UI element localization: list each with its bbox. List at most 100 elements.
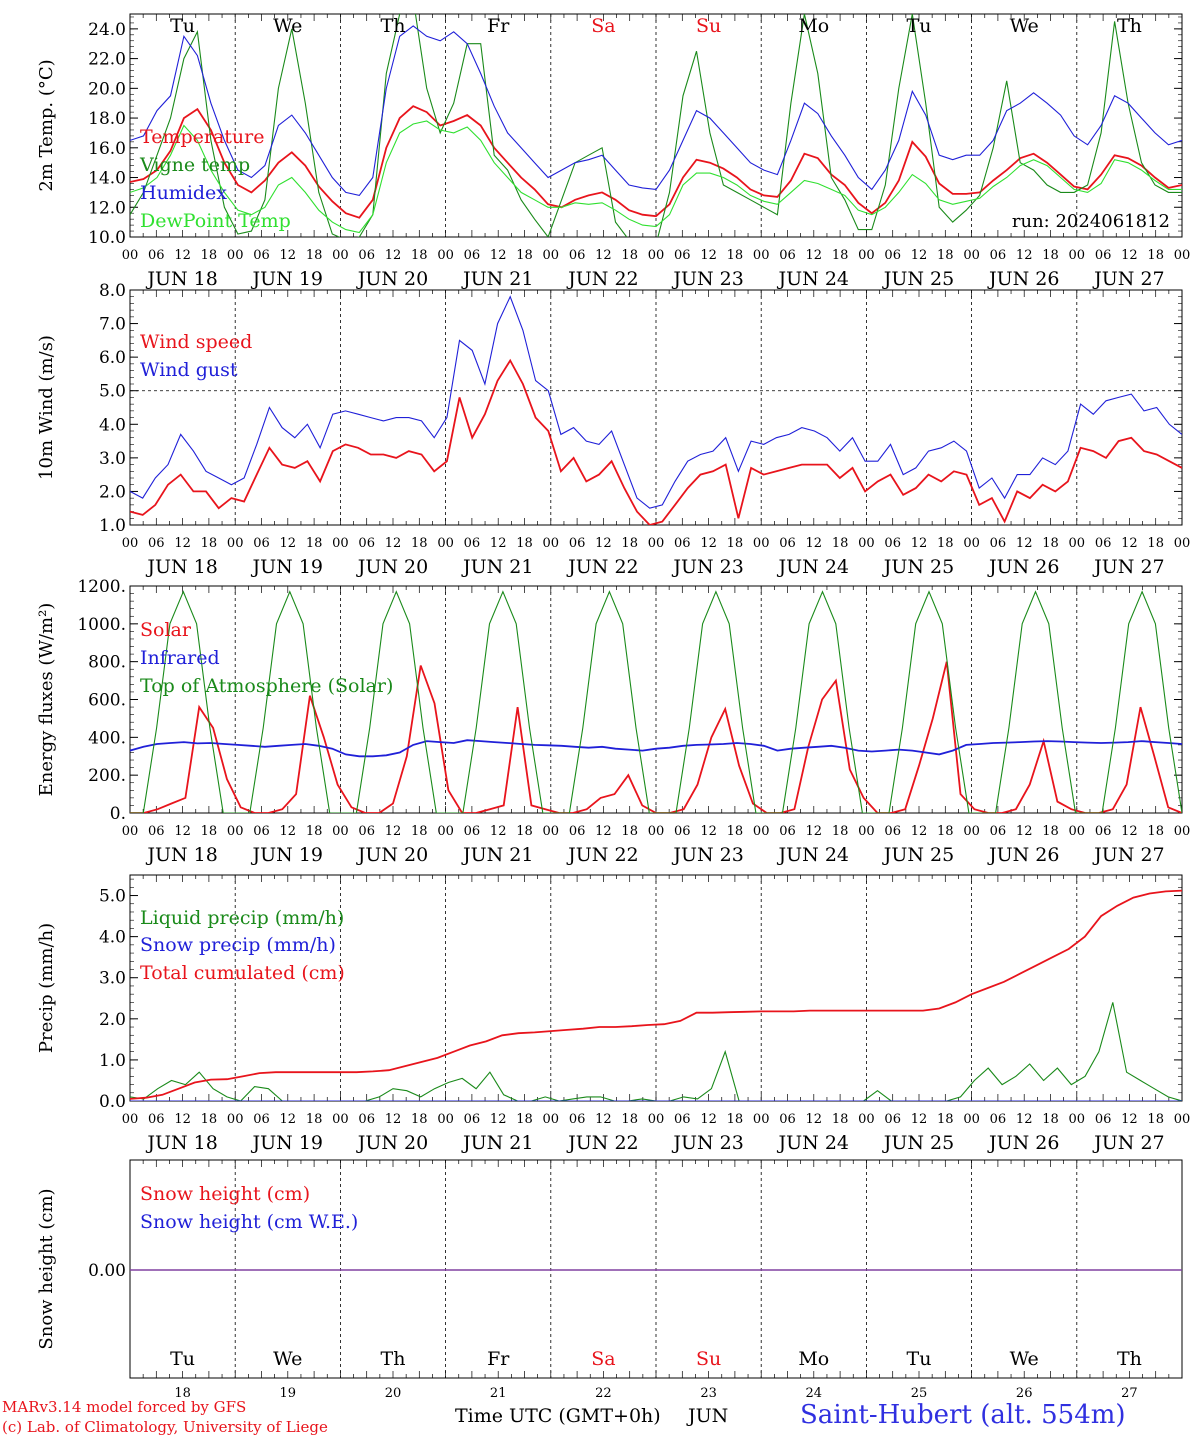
x-day-label: JUN 18 [145, 1132, 217, 1154]
time-axis-label: Time UTC (GMT+0h) [455, 1405, 661, 1427]
x-hour-label: 18 [621, 1112, 638, 1127]
y-tick-label: 8.0 [99, 281, 126, 301]
x-day-label: JUN 26 [987, 1132, 1059, 1154]
y-axis-title: Snow height (cm) [36, 1188, 57, 1349]
x-hour-label: 12 [490, 536, 507, 551]
legend-entry: Snow height (cm) [140, 1183, 310, 1205]
x-hour-label: 06 [253, 536, 270, 551]
x-hour-label: 18 [516, 824, 533, 839]
legend-entry: Top of Atmosphere (Solar) [140, 675, 393, 697]
panel-2: 1.0 2.0 3.0 4.0 5.0 6.0 7.0 8.0 10m Wind (m/s) Wi… [36, 281, 1190, 578]
x-hour-label: 18 [1042, 248, 1059, 263]
x-day-label: JUN 19 [251, 556, 323, 578]
x-day-label: JUN 19 [251, 844, 323, 866]
legend-entry: Infrared [140, 647, 220, 669]
x-hour-label: 12 [385, 824, 402, 839]
day-number-label: 24 [806, 1386, 823, 1401]
x-hour-label: 18 [306, 1112, 323, 1127]
series-line-top-of-atmosphere-solar- [130, 590, 1182, 813]
x-hour-label: 18 [832, 824, 849, 839]
x-hour-label: 00 [858, 248, 875, 263]
x-day-label: JUN 18 [145, 556, 217, 578]
x-hour-label: 06 [358, 536, 375, 551]
x-day-label: JUN 26 [987, 556, 1059, 578]
x-hour-label: 00 [858, 824, 875, 839]
x-hour-label: 00 [437, 1112, 454, 1127]
x-hour-label: 18 [727, 536, 744, 551]
x-hour-label: 12 [806, 536, 823, 551]
weekday-label: Su [696, 1348, 721, 1370]
x-hour-label: 06 [674, 536, 691, 551]
x-hour-label: 12 [595, 248, 612, 263]
x-hour-label: 06 [464, 248, 481, 263]
x-hour-label: 18 [937, 1112, 954, 1127]
x-day-label: JUN 25 [882, 556, 954, 578]
x-hour-label: 18 [201, 536, 218, 551]
x-day-label: JUN 21 [461, 268, 533, 290]
x-hour-label: 06 [779, 1112, 796, 1127]
day-number-label: 23 [700, 1386, 717, 1401]
x-day-label: JUN 22 [566, 1132, 638, 1154]
x-hour-label: 00 [963, 536, 980, 551]
x-day-label: JUN 26 [987, 844, 1059, 866]
x-hour-label: 12 [1016, 536, 1033, 551]
weekday-label: Su [696, 15, 721, 37]
x-hour-label: 18 [832, 536, 849, 551]
y-axis-title: 2m Temp. (°C) [36, 59, 57, 191]
x-hour-label: 12 [385, 1112, 402, 1127]
x-hour-label: 00 [1069, 1112, 1086, 1127]
y-tick-label: 7.0 [99, 315, 126, 335]
series-group [130, 889, 1182, 1101]
x-hour-label: 00 [227, 248, 244, 263]
x-hour-label: 00 [858, 1112, 875, 1127]
series-group [130, 14, 1182, 237]
series-line-dewpoint-temp [130, 120, 1182, 234]
x-day-label: JUN 19 [251, 268, 323, 290]
day-number-label: 19 [280, 1386, 297, 1401]
x-hour-label: 12 [174, 824, 191, 839]
x-hour-label: 12 [1121, 248, 1138, 263]
x-hour-label: 00 [227, 536, 244, 551]
x-hour-label: 06 [148, 536, 165, 551]
x-hour-label: 06 [990, 824, 1007, 839]
x-hour-label: 00 [543, 536, 560, 551]
y-tick-label: 3.0 [99, 449, 126, 469]
x-day-label: JUN 24 [777, 268, 849, 290]
legend-entry: Temperature [140, 126, 264, 148]
x-hour-label: 00 [332, 824, 349, 839]
x-hour-label: 00 [437, 536, 454, 551]
x-hour-label: 06 [884, 248, 901, 263]
x-day-label: JUN 27 [1092, 268, 1164, 290]
x-hour-label: 00 [1174, 536, 1191, 551]
x-hour-label: 00 [543, 824, 560, 839]
series-line-humidex [130, 25, 1182, 197]
y-tick-label: 2.0 [99, 1010, 126, 1030]
weekday-label: Sa [591, 1348, 615, 1370]
y-tick-label: 200. [88, 766, 126, 786]
x-hour-label: 12 [1121, 536, 1138, 551]
x-hour-label: 00 [543, 1112, 560, 1127]
weekday-label: Fr [487, 1348, 510, 1370]
x-day-label: JUN 21 [461, 556, 533, 578]
day-number-label: 21 [490, 1386, 507, 1401]
series-line-wind-gust [130, 295, 1182, 509]
y-tick-label: 14.0 [88, 169, 126, 189]
y-tick-label: 5.0 [99, 382, 126, 402]
station-label: Saint-Hubert (alt. 554m) [800, 1400, 1126, 1430]
x-hour-label: 00 [227, 824, 244, 839]
panel-1: 10.0 12.0 14.0 16.0 18.0 20.0 22.0 24.0 2m Temp.… [36, 13, 1190, 290]
x-hour-label: 06 [569, 536, 586, 551]
x-day-label: JUN 23 [671, 556, 743, 578]
series-group [130, 590, 1182, 813]
weekday-label: Mo [798, 1348, 829, 1370]
x-hour-label: 06 [779, 824, 796, 839]
y-tick-label: 22.0 [88, 50, 126, 70]
x-hour-label: 06 [358, 248, 375, 263]
x-hour-label: 06 [358, 1112, 375, 1127]
x-hour-label: 00 [122, 1112, 139, 1127]
day-number-label: 25 [911, 1386, 928, 1401]
x-hour-label: 12 [595, 1112, 612, 1127]
panel-5: 0.00 Snow height (cm) Snow height (cm) Snow… [36, 1159, 1183, 1401]
weekday-label: Th [1117, 1348, 1142, 1370]
